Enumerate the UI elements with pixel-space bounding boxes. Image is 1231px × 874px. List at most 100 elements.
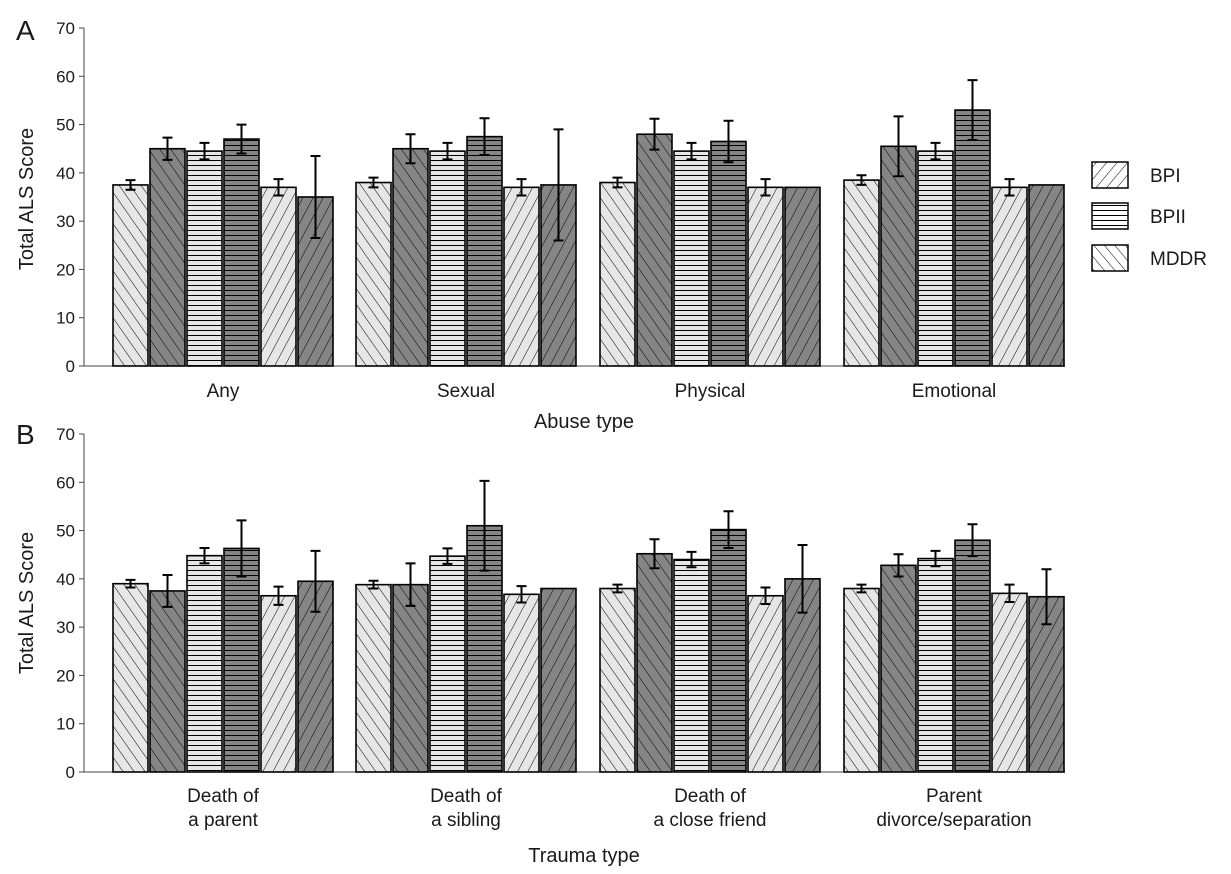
- error-bar-a-2-1: [649, 117, 660, 151]
- error-bar-a-2-4: [760, 178, 771, 197]
- bar-a-0-4: [260, 186, 297, 367]
- error-bar-b-0-2: [199, 546, 210, 565]
- error-bar-b-1-4: [516, 585, 527, 604]
- legend-label-mddr: MDDR: [1150, 249, 1207, 270]
- bar-a-1-2: [429, 150, 466, 367]
- error-bar-b-2-3: [723, 510, 734, 549]
- error-bar-b-3-2: [930, 549, 941, 568]
- bar-a-3-4: [991, 186, 1028, 367]
- error-bar-a-2-2: [686, 141, 697, 161]
- bar-b-2-3: [710, 528, 747, 773]
- bar-a-2-3: [710, 140, 747, 367]
- panel-b-plot: 0 10 20 30 40 50 60 70 Death of a parent Death of a…: [56, 425, 1065, 831]
- error-bar-b-0-5: [310, 549, 321, 613]
- bar-b-1-5: [540, 587, 577, 773]
- error-bar-a-0-5: [310, 154, 321, 240]
- error-bar-b-1-0: [368, 579, 379, 590]
- legend-swatch-mddr: [1091, 244, 1129, 272]
- bar-a-0-3: [223, 138, 260, 367]
- y-tick-label-a-0: 0: [66, 357, 75, 376]
- error-bar-b-1-3: [479, 479, 490, 572]
- y-tick-label-b-7: 70: [56, 425, 75, 444]
- error-bar-b-0-4: [273, 585, 284, 606]
- panel-a-ylabel: Total ALS Score: [16, 128, 38, 270]
- bar-a-0-0: [112, 184, 149, 367]
- error-bar-a-3-3: [967, 79, 978, 142]
- bar-b-1-0: [355, 583, 392, 773]
- error-bar-b-2-1: [649, 538, 660, 570]
- error-bar-a-3-1: [893, 115, 904, 178]
- y-tick-label-a-3: 30: [56, 212, 75, 231]
- bar-b-2-0: [599, 587, 636, 773]
- category-label-b-0: Death of a parent: [187, 786, 260, 831]
- error-bar-a-0-1: [162, 136, 173, 161]
- y-tick-label-a-5: 50: [56, 116, 75, 135]
- error-bar-a-1-0: [368, 176, 379, 189]
- bar-b-1-2: [429, 555, 466, 773]
- bar-b-3-2: [917, 557, 954, 773]
- bar-a-3-5: [1028, 184, 1065, 367]
- error-bar-b-3-5: [1041, 568, 1052, 626]
- category-label-a-1: Sexual: [437, 381, 495, 402]
- error-bar-b-0-1: [162, 573, 173, 608]
- panel-a-plot: 0 10 20 30 40 50 60 70 Any Sexual Physical Emotiona…: [56, 19, 1065, 402]
- bar-a-1-4: [503, 186, 540, 367]
- bar-b-0-1: [149, 590, 186, 773]
- error-bar-a-2-0: [612, 176, 623, 189]
- bar-a-0-2: [186, 150, 223, 367]
- bar-b-0-0: [112, 582, 149, 773]
- bar-a-0-1: [149, 147, 186, 367]
- error-bar-b-1-1: [405, 562, 416, 607]
- legend-label-bpii: BPII: [1150, 207, 1186, 228]
- bar-a-2-2: [673, 150, 710, 367]
- error-bar-a-0-4: [273, 178, 284, 197]
- error-bar-b-1-2: [442, 547, 453, 565]
- error-bar-a-1-4: [516, 178, 527, 197]
- error-bar-b-0-3: [236, 519, 247, 578]
- error-bar-b-2-4: [760, 586, 771, 605]
- bar-a-2-4: [747, 186, 784, 367]
- panel-b-xlabel: Trauma type: [528, 845, 640, 867]
- y-tick-label-b-6: 60: [56, 473, 75, 492]
- bar-b-3-0: [843, 587, 880, 773]
- category-label-b-1: Death of a sibling: [430, 786, 503, 831]
- error-bar-a-1-2: [442, 141, 453, 161]
- legend-swatch-bpi: [1091, 161, 1129, 189]
- bar-b-0-4: [260, 594, 297, 773]
- error-bar-b-3-4: [1004, 583, 1015, 604]
- error-bar-a-0-0: [125, 179, 136, 191]
- y-tick-label-b-0: 0: [66, 763, 75, 782]
- bar-a-1-1: [392, 147, 429, 367]
- y-tick-label-b-1: 10: [56, 715, 75, 734]
- error-bar-b-3-3: [967, 523, 978, 558]
- error-bar-b-3-0: [856, 583, 867, 594]
- bar-b-1-4: [503, 593, 540, 773]
- y-tick-label-a-1: 10: [56, 309, 75, 328]
- category-label-a-0: Any: [207, 381, 240, 402]
- bar-b-0-3: [223, 547, 260, 773]
- category-label-b-2: Death of a close friend: [653, 786, 766, 831]
- bar-a-2-5: [784, 186, 821, 367]
- legend-label-bpi: BPI: [1150, 166, 1181, 187]
- y-tick-label-b-4: 40: [56, 570, 75, 589]
- bar-a-3-1: [880, 145, 917, 367]
- panel-a-letter: A: [16, 15, 35, 46]
- error-bar-b-2-2: [686, 550, 697, 569]
- bar-a-1-3: [466, 135, 503, 367]
- bar-a-3-2: [917, 150, 954, 367]
- category-label-b-3: Parent divorce/separation: [876, 786, 1031, 831]
- error-bar-a-3-4: [1004, 178, 1015, 197]
- panel-b-letter: B: [16, 419, 35, 450]
- bar-a-2-0: [599, 181, 636, 367]
- y-tick-label-b-2: 20: [56, 666, 75, 685]
- bar-b-3-3: [954, 539, 991, 773]
- category-label-a-2: Physical: [675, 381, 746, 402]
- error-bar-a-0-3: [236, 123, 247, 155]
- error-bar-b-0-0: [125, 578, 136, 589]
- bar-a-1-0: [355, 181, 392, 367]
- category-label-a-3: Emotional: [912, 381, 997, 402]
- bar-b-2-2: [673, 558, 710, 773]
- bar-a-2-1: [636, 133, 673, 367]
- error-bar-a-2-3: [723, 119, 734, 164]
